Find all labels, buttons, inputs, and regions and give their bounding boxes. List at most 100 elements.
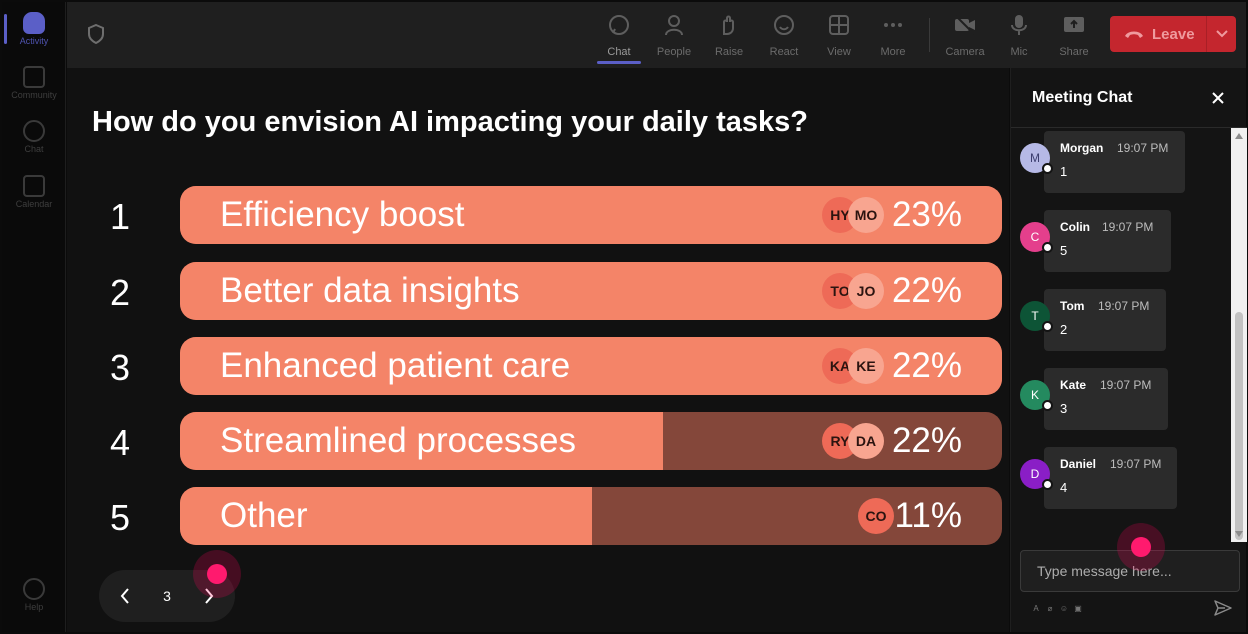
- more-icon: [884, 23, 902, 27]
- poll-option-number: 3: [109, 347, 131, 388]
- chat-title: Meeting Chat: [1032, 89, 1133, 106]
- toolbar-more-label: More: [880, 46, 906, 58]
- rail-item-label: Calendar: [15, 199, 53, 209]
- rail-item-chat[interactable]: Chat: [2, 112, 66, 164]
- toolbar-share-button[interactable]: Share: [1046, 10, 1102, 64]
- poll-option-number: 5: [109, 497, 131, 538]
- status-dot: [1042, 321, 1053, 332]
- message-text: 5: [1060, 243, 1068, 258]
- toolbar-react-button[interactable]: React: [756, 10, 812, 64]
- poll-option: 2 Better data insights TO JO 22%: [67, 262, 1009, 320]
- raise-hand-icon: [723, 15, 734, 35]
- poll-option: 3 Enhanced patient care KA KE 22%: [67, 337, 1009, 395]
- gif-icon[interactable]: ▣: [1074, 603, 1082, 613]
- scrollbar-thumb[interactable]: [1235, 312, 1243, 540]
- chevron-right-icon: [205, 588, 214, 604]
- message-text: 2: [1060, 322, 1068, 337]
- poll-option-label: Better data insights: [220, 271, 520, 310]
- toolbar-chat-button[interactable]: Chat: [591, 10, 647, 64]
- status-dot: [1042, 242, 1053, 253]
- chat-message-input[interactable]: [1020, 550, 1240, 592]
- next-slide-button[interactable]: [183, 570, 235, 622]
- chat-icon: [23, 120, 45, 142]
- voter-avatar: MO: [848, 197, 884, 233]
- message-time: 19:07 PM: [1100, 378, 1152, 392]
- poll-option-number: 4: [109, 422, 131, 463]
- rail-item-label: Activity: [19, 36, 49, 46]
- rail-item-label: Community: [11, 90, 57, 100]
- toolbar-camera-button[interactable]: Camera: [937, 10, 993, 64]
- chat-scrollbar[interactable]: [1231, 128, 1247, 542]
- voter-avatar: KE: [848, 348, 884, 384]
- avatar[interactable]: D: [1020, 459, 1050, 489]
- leave-button[interactable]: Leave: [1110, 16, 1236, 52]
- app-rail: Activity Community Chat Calendar Help: [2, 2, 66, 632]
- message-bubble: Tom 19:07 PM 2: [1044, 289, 1166, 351]
- toolbar-people-button[interactable]: People: [646, 10, 702, 64]
- rail-item-label: Chat: [24, 144, 44, 154]
- poll-option-percent: 23%: [891, 195, 962, 234]
- poll-stage: How do you envision AI impacting your da…: [67, 68, 1009, 632]
- help-icon: [23, 578, 45, 600]
- message-time: 19:07 PM: [1102, 220, 1154, 234]
- message-author: Daniel: [1060, 457, 1097, 471]
- mic-icon: [1011, 15, 1027, 35]
- message-text: 1: [1060, 164, 1068, 179]
- attach-icon[interactable]: ⌀: [1047, 603, 1053, 613]
- message-time: 19:07 PM: [1098, 299, 1150, 313]
- toolbar-more-button[interactable]: More: [865, 10, 921, 64]
- toolbar-raise-label: Raise: [714, 46, 744, 58]
- chat-icon: [609, 15, 629, 35]
- toolbar-raise-button[interactable]: Raise: [701, 10, 757, 64]
- toolbar-view-button[interactable]: View: [811, 10, 867, 64]
- rail-item-community[interactable]: Community: [2, 58, 66, 110]
- pointer-indicator: [193, 550, 241, 598]
- share-icon: [1064, 17, 1084, 32]
- toolbar-camera-label: Camera: [945, 46, 985, 58]
- poll-option-percent: 22%: [891, 271, 962, 310]
- message-author: Tom: [1060, 299, 1085, 313]
- toolbar-mic-label: Mic: [1010, 46, 1028, 58]
- message-author: Colin: [1060, 220, 1090, 234]
- leave-options-button[interactable]: [1207, 30, 1236, 38]
- toolbar-divider: [929, 18, 930, 52]
- rail-item-activity[interactable]: Activity: [2, 4, 66, 56]
- scroll-down-arrow-icon[interactable]: [1235, 531, 1243, 537]
- poll-bar-fill: [180, 412, 663, 470]
- rail-item-calendar[interactable]: Calendar: [2, 167, 66, 219]
- message-bubble: Colin 19:07 PM 5: [1044, 210, 1171, 272]
- message-bubble: Morgan 19:07 PM 1: [1044, 131, 1185, 193]
- toolbar-mic-button[interactable]: Mic: [991, 10, 1047, 64]
- close-icon: [1212, 92, 1224, 104]
- previous-slide-button[interactable]: [99, 570, 151, 622]
- poll-bar: Efficiency boost HY MO 23%: [180, 186, 1002, 244]
- poll-option-percent: 11%: [894, 496, 962, 535]
- page-number: 3: [163, 588, 171, 604]
- emoji-icon[interactable]: ☺: [1059, 603, 1069, 613]
- toolbar-share-label: Share: [1059, 46, 1089, 58]
- format-icon[interactable]: A: [1033, 603, 1039, 613]
- poll-option-label: Enhanced patient care: [220, 346, 571, 385]
- message-time: 19:07 PM: [1117, 141, 1169, 155]
- leave-label: Leave: [1152, 25, 1195, 43]
- meeting-chat-panel: Meeting Chat Morgan 19:07 PM 1 M Colin 1…: [1010, 68, 1247, 632]
- message-author: Kate: [1060, 378, 1087, 392]
- rail-item-help[interactable]: Help: [2, 570, 66, 622]
- poll-option-label: Other: [220, 496, 308, 535]
- avatar[interactable]: M: [1020, 143, 1050, 173]
- status-dot: [1042, 163, 1053, 174]
- toolbar-view-label: View: [827, 46, 851, 58]
- poll-option: 5 Other CO 11%: [67, 487, 1009, 545]
- scroll-up-arrow-icon[interactable]: [1235, 133, 1243, 139]
- poll-option: 1 Efficiency boost HY MO 23%: [67, 186, 1009, 244]
- close-chat-button[interactable]: [1208, 88, 1228, 108]
- rail-item-label: Help: [24, 602, 44, 612]
- community-icon: [23, 66, 45, 88]
- toolbar-chat-label: Chat: [607, 46, 631, 58]
- poll-option-percent: 22%: [891, 421, 962, 460]
- poll-option-percent: 22%: [891, 346, 962, 385]
- poll-option: 4 Streamlined processes RY DA 22%: [67, 412, 1009, 470]
- poll-bar: Streamlined processes RY DA 22%: [180, 412, 1002, 470]
- toolbar-people-label: People: [656, 46, 692, 58]
- send-icon[interactable]: [1213, 598, 1233, 618]
